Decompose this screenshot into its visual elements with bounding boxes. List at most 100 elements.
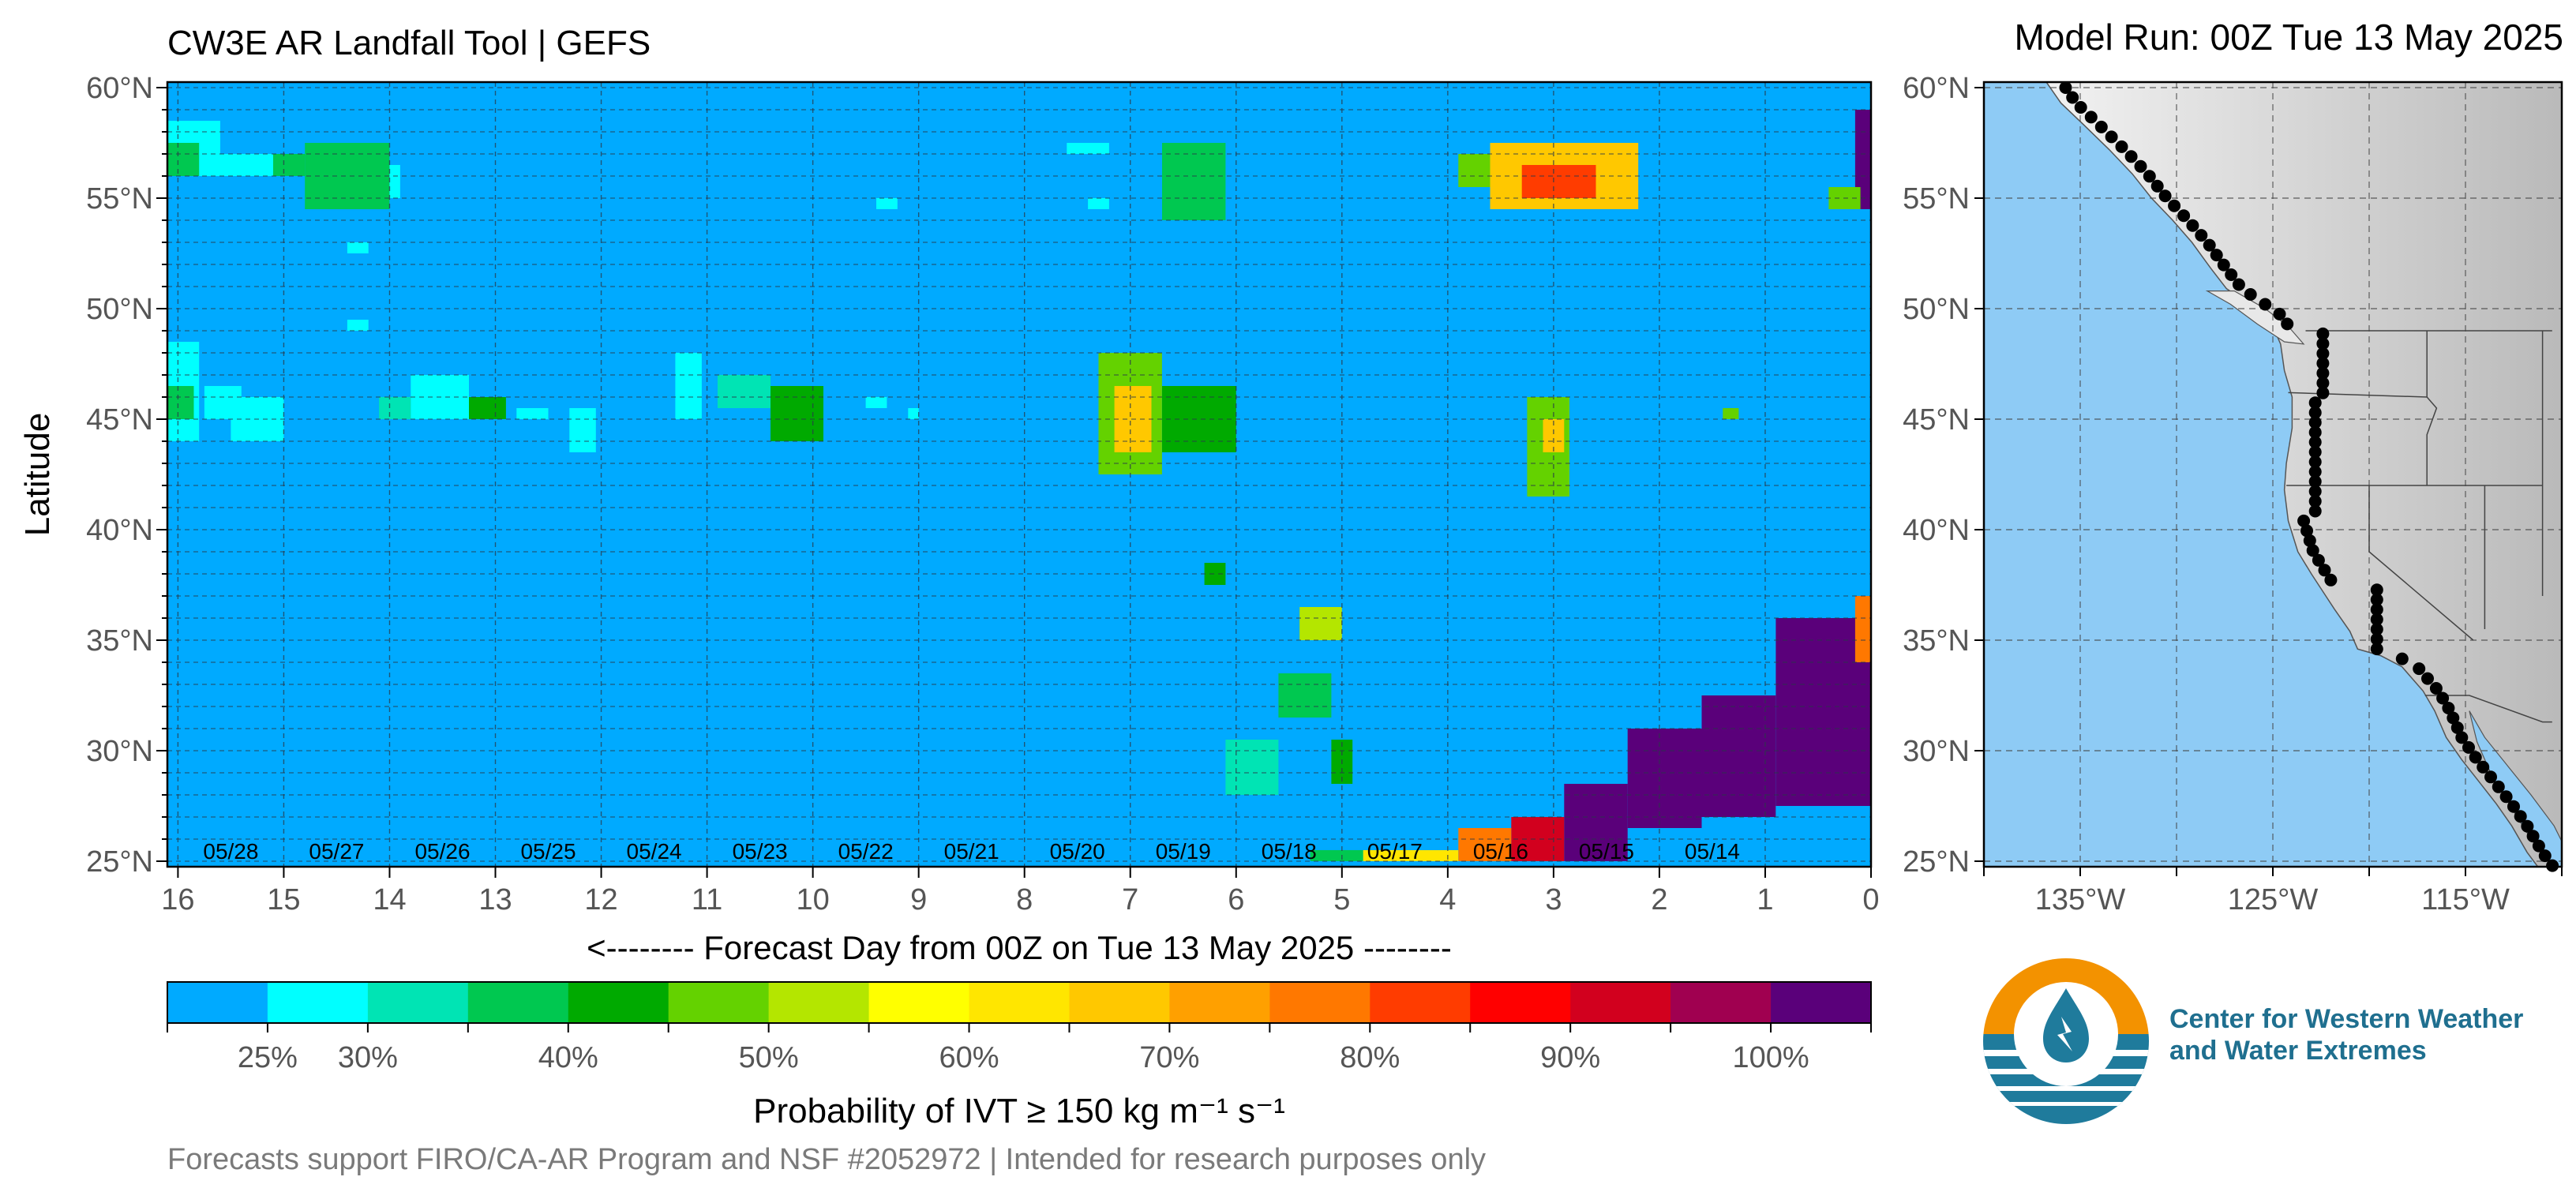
landfall-point bbox=[2244, 288, 2257, 301]
landfall-point bbox=[2143, 170, 2156, 183]
heatmap-cell bbox=[167, 143, 200, 176]
heatmap-cell bbox=[1627, 729, 1702, 828]
heatmap-cell bbox=[865, 397, 887, 408]
date-label: 05/15 bbox=[1579, 839, 1634, 864]
colorbar-swatch bbox=[267, 982, 369, 1023]
landfall-point bbox=[2324, 573, 2338, 587]
heatmap-cell bbox=[273, 154, 306, 176]
landfall-point bbox=[2370, 632, 2383, 646]
map-x-tick-label: 115°W bbox=[2421, 883, 2510, 916]
heatmap-cell bbox=[876, 198, 898, 209]
colorbar-swatch bbox=[1069, 982, 1170, 1023]
landfall-point bbox=[2538, 849, 2552, 863]
colorbar-tick-label: 70% bbox=[1139, 1041, 1199, 1074]
landfall-point bbox=[2370, 613, 2383, 626]
heatmap-cell bbox=[347, 320, 369, 331]
landfall-point bbox=[2499, 790, 2513, 804]
landfall-point bbox=[2316, 347, 2330, 360]
landfall-point bbox=[2300, 524, 2313, 538]
landfall-point bbox=[2074, 101, 2087, 114]
colorbar-swatch bbox=[1169, 982, 1270, 1023]
landfall-point bbox=[2210, 249, 2223, 262]
y-axis-label: Latitude bbox=[18, 413, 57, 537]
landfall-point bbox=[2492, 780, 2505, 793]
landfall-point bbox=[2084, 111, 2098, 124]
heatmap-cell bbox=[908, 408, 919, 419]
colorbar-swatch bbox=[167, 982, 268, 1023]
landfall-point bbox=[2316, 386, 2330, 399]
colorbar-swatch bbox=[969, 982, 1070, 1023]
landfall-point bbox=[2370, 593, 2383, 606]
land bbox=[2045, 82, 2562, 867]
heatmap-cell bbox=[1521, 165, 1596, 198]
map-x-tick-label: 125°W bbox=[2228, 883, 2319, 916]
colorbar-swatch bbox=[1670, 982, 1772, 1023]
landfall-points bbox=[2059, 81, 2559, 872]
landfall-point bbox=[2094, 120, 2108, 133]
heatmap-cell bbox=[1278, 673, 1332, 718]
landfall-point bbox=[2059, 81, 2072, 94]
date-label: 05/26 bbox=[414, 839, 470, 864]
map-y-tick-label: 60°N bbox=[1903, 72, 1970, 105]
landfall-point bbox=[2308, 455, 2322, 469]
x-tick-label: 11 bbox=[692, 883, 722, 916]
heatmap-cell bbox=[220, 154, 273, 176]
landfall-point bbox=[2413, 662, 2426, 676]
landfall-point bbox=[2370, 623, 2383, 636]
date-label: 05/18 bbox=[1262, 839, 1317, 864]
landfall-point bbox=[2259, 298, 2272, 311]
heatmap-cell bbox=[469, 397, 506, 419]
landfall-point bbox=[2370, 583, 2383, 597]
landfall-point bbox=[2158, 189, 2172, 203]
colorbar-label: Probability of IVT ≥ 150 kg m⁻¹ s⁻¹ bbox=[753, 1092, 1285, 1130]
y-tick-label: 35°N bbox=[86, 624, 153, 658]
x-tick-label: 10 bbox=[796, 883, 829, 916]
landfall-point bbox=[2308, 416, 2322, 429]
colorbar-swatch bbox=[668, 982, 770, 1023]
landfall-point bbox=[2203, 238, 2216, 252]
heatmap-cell bbox=[675, 353, 702, 419]
org-name-line1: Center for Western Weather bbox=[2169, 1004, 2524, 1034]
x-tick-label: 12 bbox=[584, 883, 617, 916]
colorbar-tick-label: 40% bbox=[538, 1041, 598, 1074]
landfall-point bbox=[2308, 436, 2322, 449]
map-y-tick-label: 40°N bbox=[1903, 514, 1970, 547]
org-name-line2: and Water Extremes bbox=[2169, 1036, 2427, 1066]
landfall-point bbox=[2308, 465, 2322, 478]
colorbar-swatch bbox=[1370, 982, 1471, 1023]
colorbar-swatch bbox=[1269, 982, 1370, 1023]
landfall-point bbox=[2436, 691, 2450, 705]
landfall-point bbox=[2546, 859, 2559, 872]
heatmap-cell bbox=[516, 408, 549, 419]
landfall-point bbox=[2225, 268, 2238, 281]
heatmap-cell bbox=[167, 386, 194, 419]
landfall-point bbox=[2306, 544, 2319, 557]
heatmap-cell bbox=[569, 408, 596, 452]
colorbar-swatch bbox=[467, 982, 569, 1023]
landfall-point bbox=[2177, 209, 2191, 223]
colorbar-tick-label: 50% bbox=[739, 1041, 799, 1074]
x-tick-label: 13 bbox=[478, 883, 512, 916]
vancouver-island bbox=[2205, 290, 2305, 345]
landfall-point bbox=[2186, 219, 2199, 232]
x-tick-label: 2 bbox=[1651, 883, 1667, 916]
map-y-tick-label: 25°N bbox=[1903, 845, 1970, 879]
heatmap-cell bbox=[1458, 154, 1490, 187]
x-tick-label: 8 bbox=[1016, 883, 1033, 916]
x-tick-label: 16 bbox=[161, 883, 194, 916]
landfall-point bbox=[2370, 603, 2383, 616]
landfall-point bbox=[2195, 229, 2208, 242]
colorbar: 25% 30% 40% 50% 60% 70% 80% 90% 100% bbox=[167, 981, 1872, 1074]
y-tick-label: 40°N bbox=[86, 514, 153, 547]
heatmap-cell bbox=[379, 397, 411, 419]
heatmap-x-axis: 01234567891011121314151605/1405/1505/160… bbox=[161, 839, 1879, 916]
landfall-point bbox=[2316, 327, 2330, 340]
x-tick-label: 9 bbox=[910, 883, 927, 916]
landfall-point bbox=[2308, 485, 2322, 498]
date-label: 05/23 bbox=[733, 839, 788, 864]
colorbar-tick-label: 30% bbox=[338, 1041, 398, 1074]
landfall-point bbox=[2455, 731, 2469, 744]
landfall-point bbox=[2469, 751, 2482, 764]
heatmap-cell bbox=[1723, 408, 1739, 419]
